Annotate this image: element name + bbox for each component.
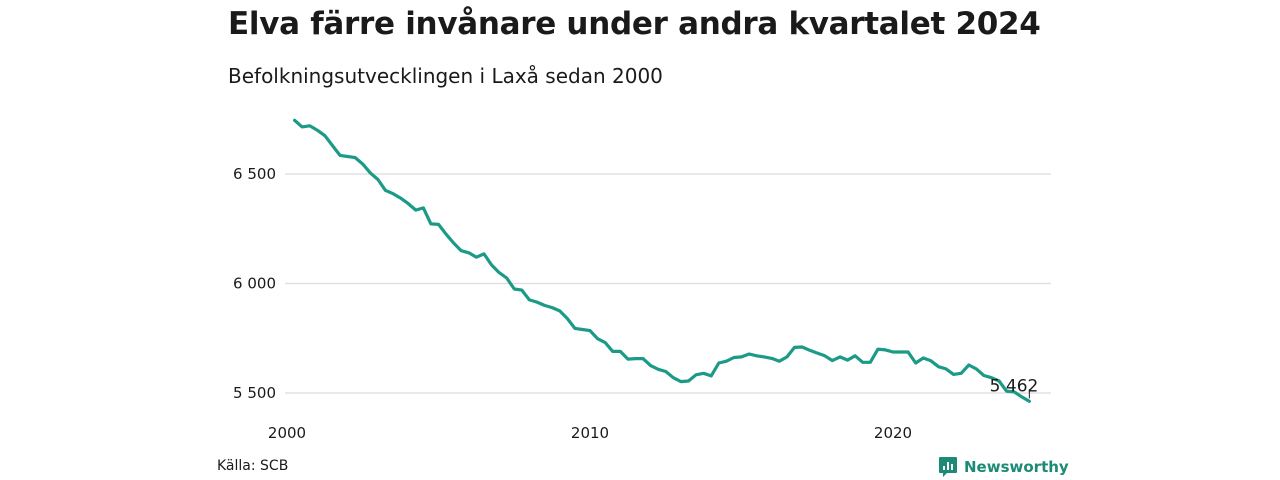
end-value-label: 5 462 (990, 376, 1039, 396)
y-axis-ticks: 5 500 6 000 6 500 (233, 165, 276, 402)
y-tick-label: 6 000 (233, 275, 276, 293)
brand-name: Newsworthy (964, 458, 1069, 476)
newsworthy-logo-icon (939, 457, 957, 477)
x-tick-label: 2020 (874, 424, 912, 442)
grid-lines (285, 173, 1051, 394)
y-tick-label: 6 500 (233, 165, 276, 183)
series-line (293, 118, 1031, 403)
source-note: Källa: SCB (217, 458, 289, 474)
chart-subtitle: Befolkningsutvecklingen i Laxå sedan 200… (228, 64, 663, 88)
x-tick-label: 2010 (571, 424, 609, 442)
end-label-group: 5 462 (990, 376, 1039, 399)
x-axis-ticks: 2000 2010 2020 (268, 424, 912, 442)
x-tick-label: 2000 (268, 424, 306, 442)
brand-logo: Newsworthy (938, 456, 1069, 478)
data-series (293, 118, 1031, 403)
chart-title: Elva färre invånare under andra kvartale… (228, 6, 1041, 42)
y-tick-label: 5 500 (233, 384, 276, 402)
